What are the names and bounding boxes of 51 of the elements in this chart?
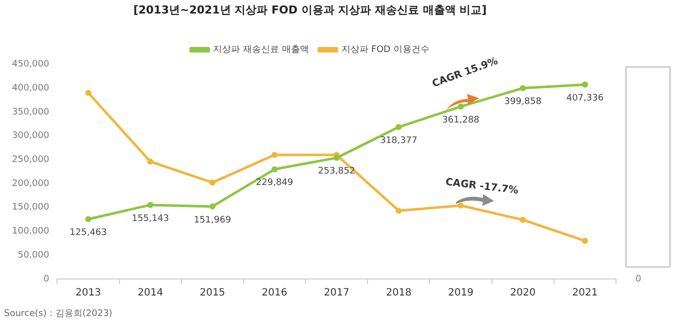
y-tick-label: 100,000 xyxy=(12,226,50,237)
point xyxy=(334,154,340,161)
y-tick-label: 450,000 xyxy=(12,60,50,70)
data-label: 407,336 xyxy=(566,93,604,104)
point xyxy=(271,152,278,158)
point xyxy=(582,238,588,244)
x-tick-label: 2016 xyxy=(262,288,288,299)
x-tick-label: 2013 xyxy=(76,288,101,299)
y-tick-label: 350,000 xyxy=(12,107,50,118)
point xyxy=(582,82,588,88)
source-note: Source(s) : 김용희(2023) xyxy=(4,308,112,319)
text: 0 xyxy=(636,274,642,284)
x-tick-label: 2021 xyxy=(572,288,598,299)
y-tick-label: 50,000 xyxy=(18,250,50,260)
point xyxy=(520,85,526,92)
data-label: 151,969 xyxy=(194,215,232,226)
point xyxy=(147,158,154,165)
data-label: 155,143 xyxy=(132,214,169,224)
y-tick-label: 0 xyxy=(43,274,50,284)
point xyxy=(85,216,92,222)
point xyxy=(396,208,402,214)
point xyxy=(396,124,402,130)
data-label: 361,288 xyxy=(442,115,480,126)
data-label: 253,852 xyxy=(318,166,356,177)
point xyxy=(209,203,216,210)
data-label: 318,377 xyxy=(380,136,418,146)
x-tick-label: 2015 xyxy=(200,288,226,299)
y-tick-label: 400,000 xyxy=(12,83,50,94)
x-tick-label: 2019 xyxy=(448,288,474,299)
point xyxy=(520,216,526,223)
x-tick-label: 2018 xyxy=(386,288,412,299)
y-tick-label: 250,000 xyxy=(12,155,50,166)
y-tick-label: 200,000 xyxy=(12,178,50,189)
x-tick-label: 2014 xyxy=(138,288,164,299)
point xyxy=(209,180,216,186)
x-tick-label: 2017 xyxy=(324,288,350,299)
y-tick-label: 300,000 xyxy=(12,131,50,142)
point xyxy=(458,202,464,209)
point xyxy=(85,90,92,96)
legend-label: 지상파 재송신료 매출액 xyxy=(213,45,309,56)
data-label: 125,463 xyxy=(70,228,107,238)
annotation: CAGR -17.7% xyxy=(444,176,519,197)
legend-label: 지상파 FOD 이용건수 xyxy=(341,45,430,56)
point xyxy=(147,202,154,208)
x-tick-label: 2020 xyxy=(510,288,536,299)
chart-title: [2013년~2021년 지상파 FOD 이용과 지상파 재송신료 매출액 비교] xyxy=(133,3,487,16)
point xyxy=(271,166,278,172)
point xyxy=(458,103,464,110)
data-label: 229,849 xyxy=(256,178,294,188)
data-label: 399,858 xyxy=(504,96,542,107)
y-tick-label: 150,000 xyxy=(12,202,50,213)
